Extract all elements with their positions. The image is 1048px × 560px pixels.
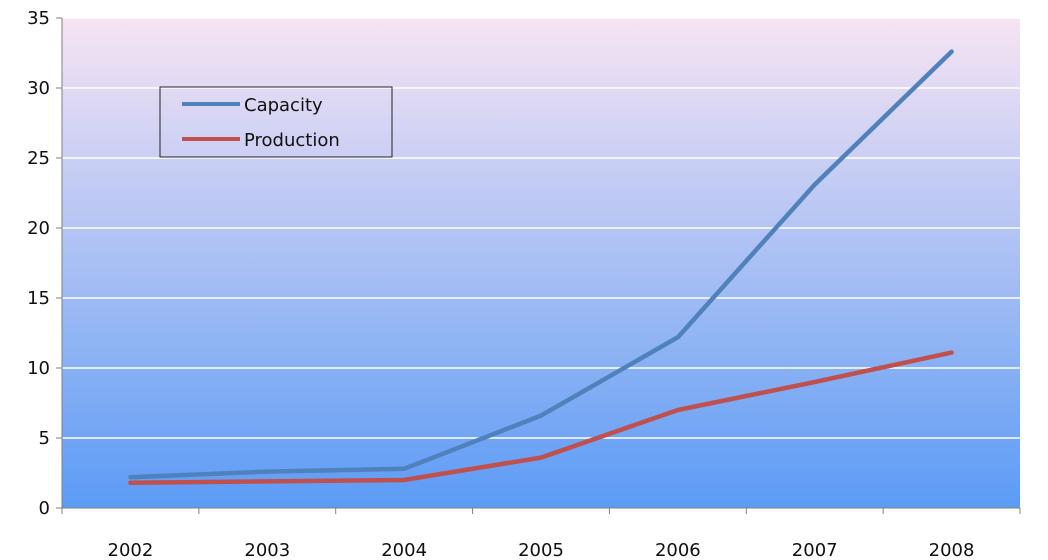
y-tick-label: 20 — [27, 218, 50, 239]
x-tick-label: 2008 — [929, 540, 975, 560]
y-tick-label: 15 — [27, 288, 50, 309]
axes — [56, 17, 1021, 514]
x-axis-tick-labels: 2002 2003 2004 2005 2006 2007 2008 — [108, 540, 975, 560]
y-axis-tick-labels: 0 5 10 15 20 25 30 35 — [27, 8, 50, 519]
y-tick-label: 30 — [27, 78, 50, 99]
legend-label-capacity: Capacity — [244, 95, 323, 116]
y-tick-label: 0 — [39, 498, 50, 519]
gridlines — [62, 17, 1020, 439]
legend-box — [159, 86, 393, 158]
x-tick-label: 2007 — [792, 540, 838, 560]
series-lines — [128, 49, 954, 486]
legend-label-production: Production — [244, 130, 340, 151]
x-tick-label: 2006 — [655, 540, 701, 560]
x-tick-label: 2003 — [244, 540, 290, 560]
x-tick-label: 2005 — [518, 540, 564, 560]
y-tick-label: 5 — [39, 428, 50, 449]
y-tick-label: 35 — [27, 8, 50, 29]
y-tick-label: 10 — [27, 358, 50, 379]
x-tick-label: 2002 — [108, 540, 154, 560]
plot-area — [62, 18, 1020, 508]
series-line-capacity — [128, 49, 954, 480]
x-tick-label: 2004 — [381, 540, 427, 560]
y-tick-label: 25 — [27, 148, 50, 169]
legend: Capacity Production — [159, 86, 393, 158]
series-line-production — [128, 350, 954, 486]
